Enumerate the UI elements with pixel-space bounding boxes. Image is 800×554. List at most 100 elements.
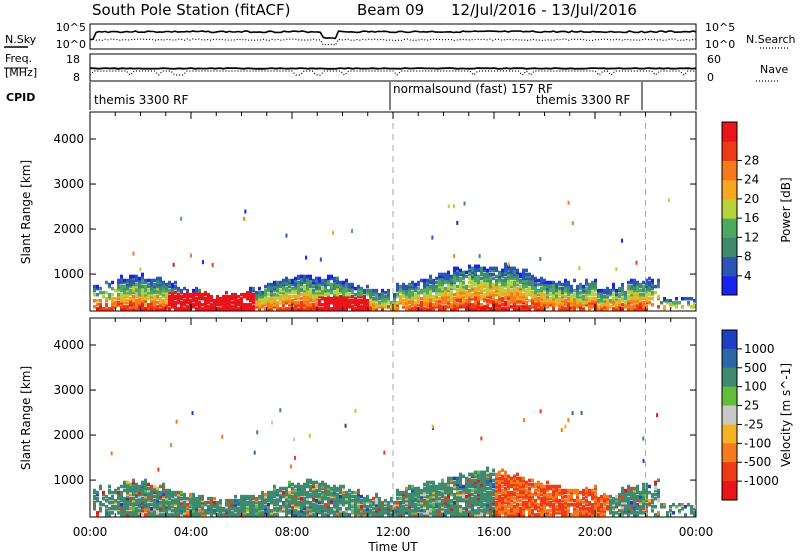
power-cell bbox=[327, 280, 330, 285]
velocity-cell bbox=[543, 500, 546, 505]
velocity-cell bbox=[390, 509, 393, 513]
velocity-cell bbox=[321, 490, 324, 495]
power-cell bbox=[591, 292, 594, 297]
beam-title: Beam 09 bbox=[357, 1, 424, 19]
velocity-cell bbox=[462, 513, 465, 517]
power-cell bbox=[612, 284, 615, 289]
power-cell bbox=[255, 303, 258, 307]
power-cell bbox=[546, 292, 549, 297]
power-cell bbox=[567, 286, 570, 291]
velocity-cell bbox=[537, 492, 540, 497]
velocity-cell bbox=[318, 511, 321, 515]
velocity-cell bbox=[381, 500, 384, 505]
power-cell bbox=[303, 280, 306, 285]
power-cell bbox=[168, 284, 171, 289]
velocity-cell bbox=[306, 494, 309, 499]
power-cell bbox=[417, 301, 420, 305]
power-cell bbox=[456, 266, 459, 271]
velocity-cell bbox=[309, 509, 312, 513]
velocity-cell bbox=[519, 511, 522, 515]
velocity-cell bbox=[282, 504, 285, 509]
velocity-cell bbox=[339, 513, 342, 517]
velocity-cell bbox=[441, 486, 444, 491]
velocity-cell bbox=[162, 490, 165, 495]
power-cell bbox=[468, 284, 471, 289]
velocity-cell bbox=[636, 496, 639, 501]
power-cell bbox=[330, 288, 333, 293]
velocity-colorbar-swatch bbox=[722, 405, 737, 425]
velocity-colorbar-frame bbox=[721, 329, 738, 501]
velocity-cell bbox=[174, 494, 177, 499]
velocity-cell bbox=[564, 502, 567, 507]
power-cell bbox=[276, 294, 279, 299]
velocity-cell bbox=[297, 494, 300, 499]
velocity-cell bbox=[636, 488, 639, 493]
velocity-cell bbox=[684, 504, 687, 509]
velocity-cell bbox=[459, 472, 462, 477]
velocity-cell bbox=[414, 502, 417, 507]
velocity-cell bbox=[447, 500, 450, 505]
velocity-cell bbox=[132, 513, 135, 517]
velocity-cell bbox=[255, 504, 258, 509]
velocity-cell bbox=[123, 488, 126, 493]
power-cell bbox=[444, 274, 447, 279]
power-cell bbox=[252, 292, 255, 297]
velocity-cell bbox=[621, 486, 624, 491]
power-cell bbox=[303, 278, 306, 283]
velocity-cell bbox=[135, 507, 138, 511]
power-cell bbox=[319, 257, 322, 262]
velocity-cell bbox=[252, 513, 255, 517]
power-cell bbox=[150, 280, 153, 285]
power-cell bbox=[189, 294, 192, 299]
power-cell bbox=[336, 296, 339, 301]
power-cell bbox=[381, 296, 384, 301]
power-cell bbox=[411, 298, 414, 303]
power-cell bbox=[159, 278, 162, 283]
power-cell bbox=[204, 301, 207, 305]
power-cell bbox=[390, 303, 393, 307]
power-cell bbox=[615, 298, 618, 303]
power-cell bbox=[210, 296, 213, 301]
power-cell bbox=[324, 298, 327, 303]
velocity-cell bbox=[468, 476, 471, 481]
power-cell bbox=[516, 282, 519, 287]
velocity-cell bbox=[240, 509, 243, 513]
power-cell bbox=[459, 276, 462, 281]
velocity-cell bbox=[528, 500, 531, 505]
velocity-cell bbox=[600, 509, 603, 513]
velocity-cell bbox=[174, 511, 177, 515]
velocity-cell bbox=[381, 504, 384, 509]
power-cell bbox=[312, 298, 315, 303]
velocity-cell bbox=[528, 502, 531, 507]
velocity-cell bbox=[327, 513, 330, 517]
power-cell bbox=[123, 288, 126, 293]
velocity-cell bbox=[624, 492, 627, 497]
power-cell bbox=[498, 292, 501, 297]
velocity-cell bbox=[105, 498, 108, 503]
power-cell bbox=[345, 296, 348, 301]
velocity-cell bbox=[315, 492, 318, 497]
power-cell bbox=[332, 230, 335, 235]
velocity-cell bbox=[465, 488, 468, 493]
velocity-cell bbox=[657, 478, 660, 483]
power-cell bbox=[246, 305, 249, 309]
velocity-cell bbox=[291, 486, 294, 491]
power-cell bbox=[528, 288, 531, 293]
velocity-cell bbox=[426, 502, 429, 507]
power-cell bbox=[213, 307, 216, 311]
velocity-cell bbox=[441, 488, 444, 493]
velocity-cell bbox=[369, 502, 372, 507]
velocity-cell bbox=[486, 470, 489, 475]
velocity-cell bbox=[156, 504, 159, 509]
power-cell bbox=[543, 298, 546, 303]
velocity-cell bbox=[648, 502, 651, 507]
power-cell bbox=[273, 298, 276, 303]
velocity-cell bbox=[495, 472, 498, 477]
velocity-cell bbox=[630, 488, 633, 493]
velocity-cell bbox=[561, 498, 564, 503]
velocity-cell bbox=[507, 496, 510, 501]
velocity-cell bbox=[579, 513, 582, 517]
velocity-cell bbox=[108, 511, 111, 515]
power-cell bbox=[507, 278, 510, 283]
power-cell bbox=[408, 282, 411, 287]
